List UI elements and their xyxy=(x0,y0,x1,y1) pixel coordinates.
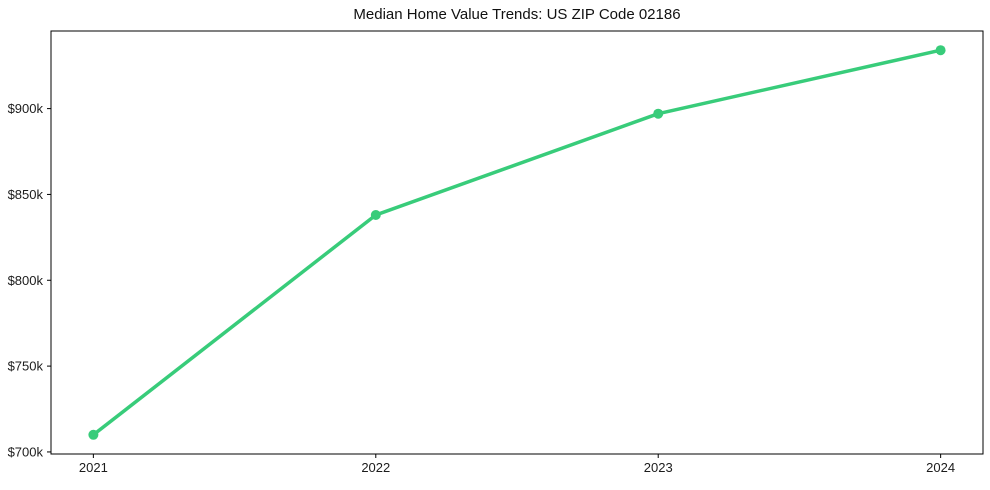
y-tick-label: $850k xyxy=(8,187,44,202)
y-tick-label: $700k xyxy=(8,444,44,459)
y-tick-label: $750k xyxy=(8,359,44,374)
x-tick-label: 2021 xyxy=(79,460,108,475)
axes-frame xyxy=(50,30,984,455)
x-tick-label: 2023 xyxy=(644,460,673,475)
data-point-marker xyxy=(935,45,946,56)
y-tick-label: $800k xyxy=(8,273,44,288)
data-point-marker xyxy=(370,210,381,220)
data-point-marker xyxy=(653,108,664,119)
y-tick-label: $900k xyxy=(8,101,44,116)
x-tick-label: 2024 xyxy=(926,460,955,475)
data-point-marker xyxy=(88,429,99,440)
x-tick-label: 2022 xyxy=(361,460,390,475)
chart-title: Median Home Value Trends: US ZIP Code 02… xyxy=(353,6,681,23)
trend-line xyxy=(91,48,943,437)
